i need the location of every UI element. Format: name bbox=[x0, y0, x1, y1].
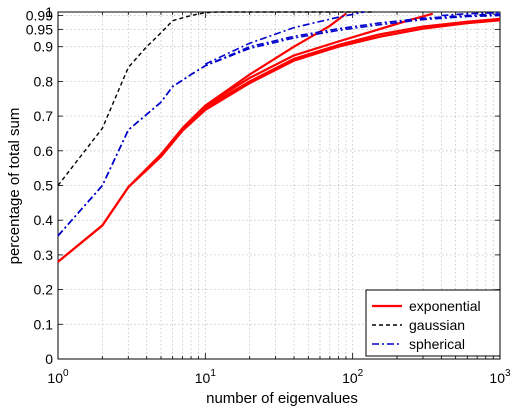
legend-label-gaussian: gaussian bbox=[409, 317, 465, 333]
spherical-line bbox=[204, 11, 365, 65]
spherical-line bbox=[441, 11, 501, 17]
series-gaussian bbox=[57, 11, 375, 186]
y-tick-label: 0.3 bbox=[34, 247, 54, 263]
y-tick-label: 0.99 bbox=[26, 7, 53, 23]
x-axis-title: number of eigenvalues bbox=[206, 390, 358, 407]
spherical-line bbox=[57, 13, 501, 237]
y-tick-label: 0.5 bbox=[34, 178, 54, 194]
series-exponential bbox=[57, 12, 501, 263]
series-layer bbox=[57, 11, 501, 263]
exponential-line bbox=[181, 12, 347, 129]
x-tick-label: 103 bbox=[489, 368, 511, 386]
legend-box bbox=[365, 289, 501, 357]
y-tick-label: 0.4 bbox=[34, 212, 54, 228]
y-tick-label: 0.95 bbox=[26, 21, 53, 37]
y-tick-label: 0.7 bbox=[34, 108, 54, 124]
spherical-line bbox=[57, 14, 501, 237]
x-tick-label: 102 bbox=[342, 368, 364, 386]
x-tick-labels: 100 101 102 103 bbox=[47, 368, 511, 386]
exponential-line bbox=[57, 19, 501, 263]
x-tick-label: 100 bbox=[47, 368, 69, 386]
legend: exponential gaussian spherical bbox=[365, 289, 501, 357]
gaussian-line bbox=[57, 11, 375, 186]
y-tick-label: 0 bbox=[45, 351, 53, 367]
y-tick-label: 1 bbox=[45, 4, 53, 20]
y-tick-label: 0.2 bbox=[34, 282, 54, 298]
x-tick-label: 101 bbox=[195, 368, 217, 386]
y-tick-labels: 0 0.1 0.2 0.3 0.4 0.5 0.6 0.7 0.8 0.9 0.950.991 bbox=[26, 4, 53, 367]
y-tick-label: 0.6 bbox=[34, 143, 54, 159]
legend-label-exponential: exponential bbox=[409, 298, 481, 314]
y-tick-label: 0.9 bbox=[34, 39, 54, 55]
y-tick-label: 0.1 bbox=[34, 316, 54, 332]
series-spherical bbox=[57, 11, 501, 237]
legend-label-spherical: spherical bbox=[409, 336, 465, 352]
y-tick-label: 0.8 bbox=[34, 73, 54, 89]
y-axis-title: percentage of total sum bbox=[6, 108, 23, 265]
